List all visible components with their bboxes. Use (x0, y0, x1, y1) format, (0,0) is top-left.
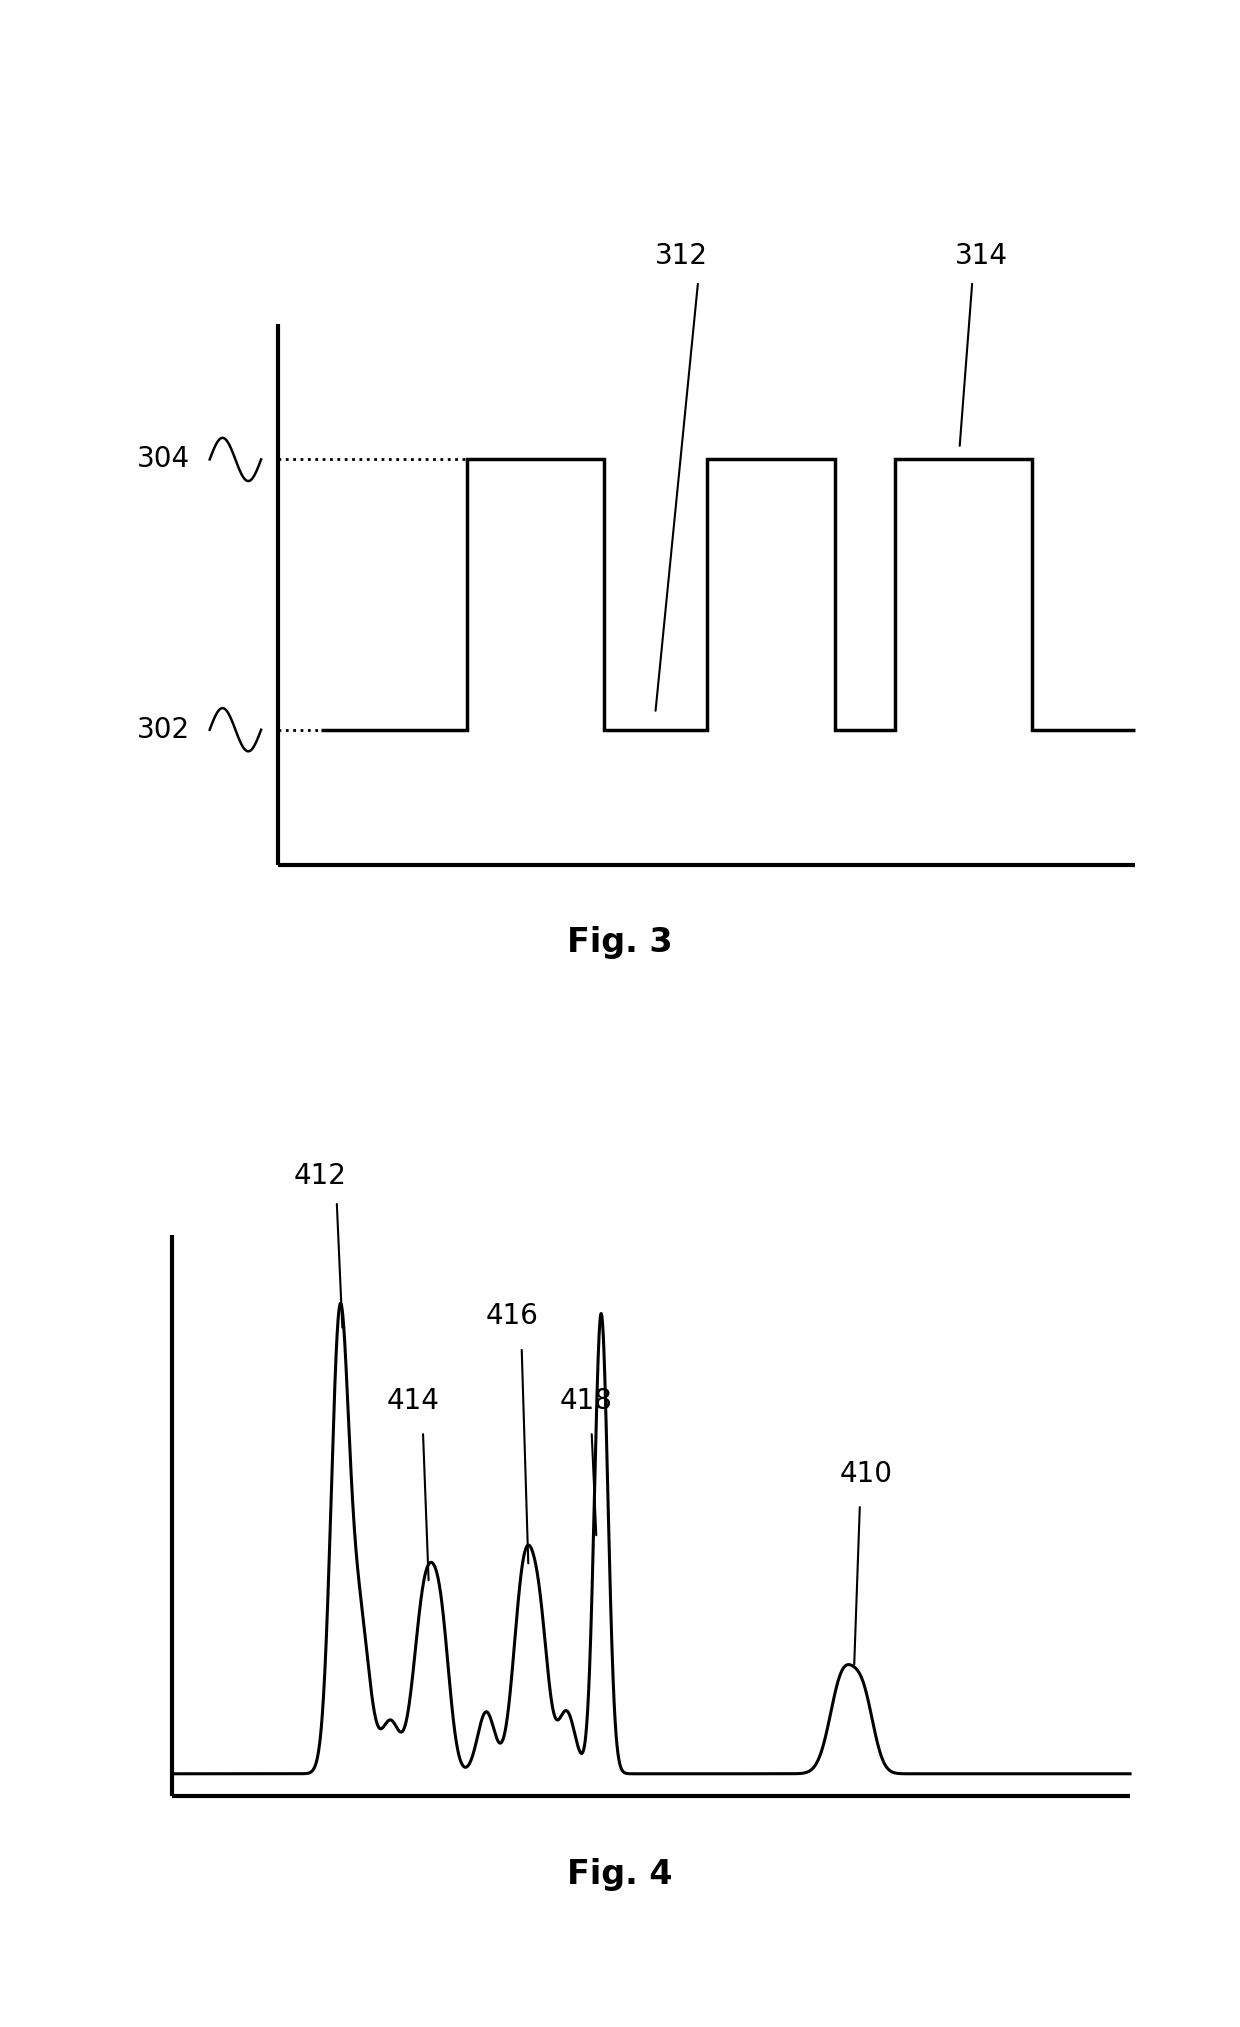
Text: Fig. 3: Fig. 3 (567, 926, 673, 959)
Text: 418: 418 (559, 1386, 613, 1415)
Text: 414: 414 (387, 1386, 440, 1415)
Text: 416: 416 (486, 1301, 538, 1330)
Text: 302: 302 (136, 716, 190, 744)
Text: 312: 312 (655, 243, 708, 270)
Text: 314: 314 (955, 243, 1007, 270)
Text: Fig. 4: Fig. 4 (567, 1859, 673, 1891)
Text: 412: 412 (294, 1161, 347, 1190)
Text: 304: 304 (136, 446, 190, 474)
Text: 410: 410 (839, 1459, 893, 1488)
